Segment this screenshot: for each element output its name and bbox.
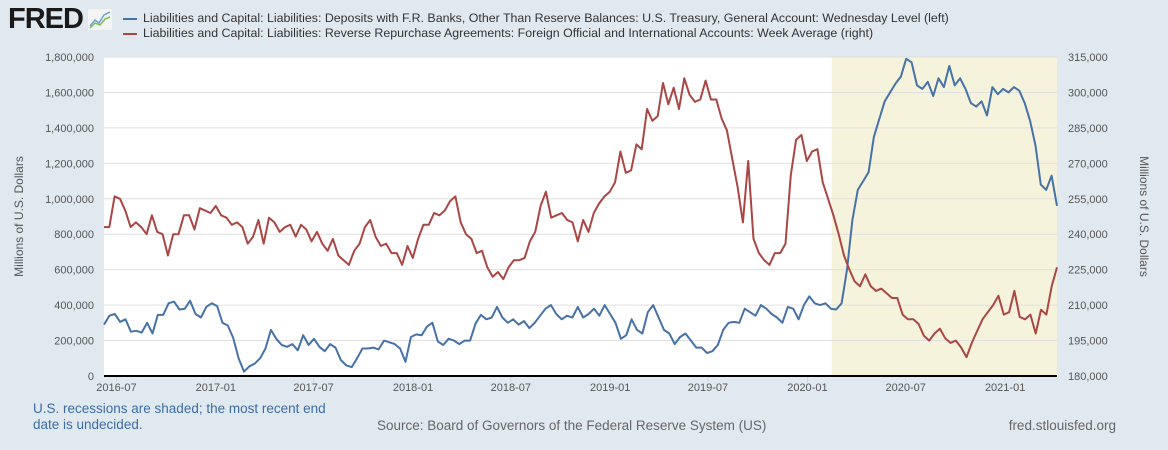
x-tick-label: 2021-01 xyxy=(985,382,1025,394)
recession-shade xyxy=(831,57,1057,376)
site-link[interactable]: fred.stlouisfed.org xyxy=(1008,418,1116,433)
legend-item-reverse-repo[interactable]: Liabilities and Capital: Liabilities: Re… xyxy=(123,26,949,41)
x-tick-label: 2018-01 xyxy=(393,382,433,394)
legend-label-treasury: Liabilities and Capital: Liabilities: De… xyxy=(143,11,949,25)
legend-item-treasury[interactable]: Liabilities and Capital: Liabilities: De… xyxy=(123,11,949,26)
series-line-treasury xyxy=(103,57,1058,373)
y-left-tick-label: 1,800,000 xyxy=(45,52,94,64)
y-left-tick-label: 1,000,000 xyxy=(45,194,94,206)
fred-chart-icon xyxy=(88,9,112,30)
y-right-tick-label: 180,000 xyxy=(1068,371,1108,383)
y-right-axis-title: Millions of U.S. Dollars xyxy=(1137,156,1151,277)
y-right-tick-label: 225,000 xyxy=(1068,265,1108,277)
y-right-tick-label: 210,000 xyxy=(1068,300,1108,312)
legend-label-reverse-repo: Liabilities and Capital: Liabilities: Re… xyxy=(143,26,874,40)
x-tick-label: 2017-07 xyxy=(293,382,333,394)
x-tick-label: 2020-07 xyxy=(886,382,926,394)
y-left-tick-label: 800,000 xyxy=(54,229,94,241)
y-right-tick-label: 195,000 xyxy=(1068,336,1108,348)
chart-legend: Liabilities and Capital: Liabilities: De… xyxy=(123,11,949,41)
y-left-tick-label: 400,000 xyxy=(54,300,94,312)
x-tick-label: 2016-07 xyxy=(96,382,136,394)
y-right-tick-label: 285,000 xyxy=(1068,123,1108,135)
legend-swatch-blue xyxy=(123,17,137,20)
y-left-tick-label: 1,200,000 xyxy=(45,158,94,170)
y-left-tick-label: 1,400,000 xyxy=(45,123,94,135)
y-right-tick-label: 270,000 xyxy=(1068,158,1108,170)
y-right-tick-label: 240,000 xyxy=(1068,229,1108,241)
y-left-tick-label: 0 xyxy=(88,371,94,383)
x-tick-label: 2019-07 xyxy=(688,382,728,394)
y-right-tick-label: 315,000 xyxy=(1068,52,1108,64)
fred-logo[interactable]: FRED xyxy=(8,3,84,35)
y-left-tick-label: 600,000 xyxy=(54,265,94,277)
y-left-tick-label: 200,000 xyxy=(54,336,94,348)
series-line-reverse-repo xyxy=(104,77,1058,359)
x-tick-label: 2020-01 xyxy=(787,382,827,394)
x-tick-label: 2017-01 xyxy=(196,382,236,394)
recession-note: U.S. recessions are shaded; the most rec… xyxy=(33,401,326,432)
y-right-tick-label: 255,000 xyxy=(1068,194,1108,206)
y-left-axis-title: Millions of U.S. Dollars xyxy=(12,156,26,277)
source-text: Source: Board of Governors of the Federa… xyxy=(377,418,767,433)
y-left-tick-label: 1,600,000 xyxy=(45,87,94,99)
x-tick-label: 2018-07 xyxy=(491,382,531,394)
legend-swatch-red xyxy=(123,32,137,35)
x-tick-label: 2019-01 xyxy=(590,382,630,394)
y-right-tick-label: 300,000 xyxy=(1068,87,1108,99)
